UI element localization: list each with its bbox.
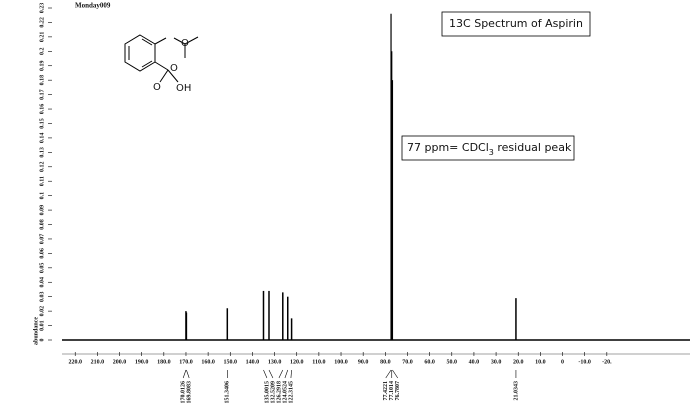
peak-label: 170.0126 xyxy=(181,381,187,403)
y-tick-label: 0.02 xyxy=(39,306,45,317)
annotation-subscript: 3 xyxy=(489,148,494,157)
x-tick-label: 30.0 xyxy=(491,359,502,365)
x-tick-label: 100.0 xyxy=(334,359,348,365)
bond xyxy=(141,60,153,68)
bond xyxy=(154,61,169,71)
y-tick-label: 0.01 xyxy=(39,320,45,331)
atom-label: O xyxy=(153,82,161,93)
structure xyxy=(124,34,199,83)
chart-title: Monday009 xyxy=(75,2,111,10)
atom-label: OH xyxy=(176,83,191,94)
y-tick-label: 0.14 xyxy=(39,133,45,144)
peak-label: 76.7807 xyxy=(395,381,401,401)
y-tick-label: 0.15 xyxy=(39,118,45,129)
x-tick-label: 50.0 xyxy=(447,359,458,365)
y-tick-label: 0.18 xyxy=(39,75,45,86)
box-title: 13C Spectrum of Aspirin xyxy=(449,17,583,30)
bond xyxy=(167,69,179,83)
x-tick-label: 90.0 xyxy=(358,359,369,365)
y-tick-label: 0.22 xyxy=(39,17,45,28)
y-tick-label: 0.13 xyxy=(39,147,45,158)
x-tick-label: 200.0 xyxy=(113,359,127,365)
label-leader xyxy=(182,369,187,379)
y-tick-label: 0.08 xyxy=(39,219,45,230)
x-tick-label: 80.0 xyxy=(380,359,391,365)
y-tick-label: 0.12 xyxy=(39,162,45,173)
annotation-box xyxy=(401,135,575,161)
peak-label: 169.8083 xyxy=(187,381,193,403)
label-leader xyxy=(186,369,190,379)
x-tick-label: 0 xyxy=(561,359,564,365)
y-tick-label: 0.16 xyxy=(39,104,45,115)
atom-label: O xyxy=(170,63,178,74)
x-tick-label: 40.0 xyxy=(469,359,480,365)
x-tick-label: 170.0 xyxy=(179,359,193,365)
y-tick-label: 0.23 xyxy=(39,3,45,14)
y-tick-label: 0.19 xyxy=(39,60,45,71)
atom-label: O xyxy=(181,38,189,49)
bond xyxy=(173,37,186,45)
bond xyxy=(184,36,199,45)
y-tick-label: 0.05 xyxy=(39,263,45,274)
x-tick-label: 140.0 xyxy=(246,359,260,365)
y-tick-label: 0 xyxy=(39,339,45,342)
annotation-text: 77 ppm= CDCl xyxy=(407,141,489,154)
x-tick-label: 60.0 xyxy=(424,359,435,365)
bond xyxy=(141,38,153,46)
annotation: 77 ppm= CDCl3 residual peak xyxy=(407,141,572,157)
label-leader xyxy=(392,369,398,379)
peak-label: 132.5209 xyxy=(270,381,276,403)
bond xyxy=(154,37,167,45)
y-tick-label: 0.11 xyxy=(39,176,45,186)
y-tick-label: 0.21 xyxy=(39,32,45,43)
x-tick-label: 110.0 xyxy=(312,359,325,365)
x-tick-label: 120.0 xyxy=(290,359,304,365)
label-leader xyxy=(284,369,289,379)
peak-label: 126.2918 xyxy=(276,381,282,403)
peak-label: 124.0524 xyxy=(282,381,288,403)
y-axis-label: abundance xyxy=(33,317,39,345)
y-tick-label: 0.09 xyxy=(39,205,45,216)
y-tick-label: 0.2 xyxy=(39,48,45,56)
x-tick-label: -10.0 xyxy=(578,359,591,365)
x-tick-label: 20.0 xyxy=(513,359,524,365)
x-tick-label: 150.0 xyxy=(224,359,238,365)
peak-label: 21.0343 xyxy=(513,381,519,401)
label-leader xyxy=(385,369,392,379)
x-tick-label: 10.0 xyxy=(535,359,546,365)
x-tick-label: 190.0 xyxy=(135,359,149,365)
y-tick-label: 0.1 xyxy=(39,192,45,200)
label-leader xyxy=(263,369,268,379)
label-leader xyxy=(290,369,292,379)
x-tick-label: 130.0 xyxy=(268,359,282,365)
x-tick-label: 210.0 xyxy=(91,359,105,365)
y-tick-label: 0.06 xyxy=(39,248,45,258)
y-tick-label: 0.17 xyxy=(39,89,45,100)
title-box xyxy=(441,11,591,37)
x-tick-label: 70.0 xyxy=(402,359,413,365)
x-tick-label: -20. xyxy=(602,359,612,365)
label-leader xyxy=(268,369,274,379)
peak-label: 135.0015 xyxy=(264,381,270,403)
x-tick-label: 160.0 xyxy=(201,359,215,365)
y-tick-label: 0.03 xyxy=(39,291,45,302)
x-tick-label: 220.0 xyxy=(68,359,82,365)
peak-label: 77.1014 xyxy=(389,381,395,401)
x-tick-label: 180.0 xyxy=(157,359,171,365)
peak-label: 122.3145 xyxy=(288,381,294,403)
peak-label: 151.3406 xyxy=(225,381,231,403)
bond xyxy=(159,69,169,83)
y-tick-label: 0.07 xyxy=(39,234,45,245)
label-leader xyxy=(278,369,284,379)
annotation-rest: residual peak xyxy=(494,141,572,154)
y-tick-label: 0.04 xyxy=(39,277,45,288)
peak-label: 77.4221 xyxy=(383,381,389,401)
